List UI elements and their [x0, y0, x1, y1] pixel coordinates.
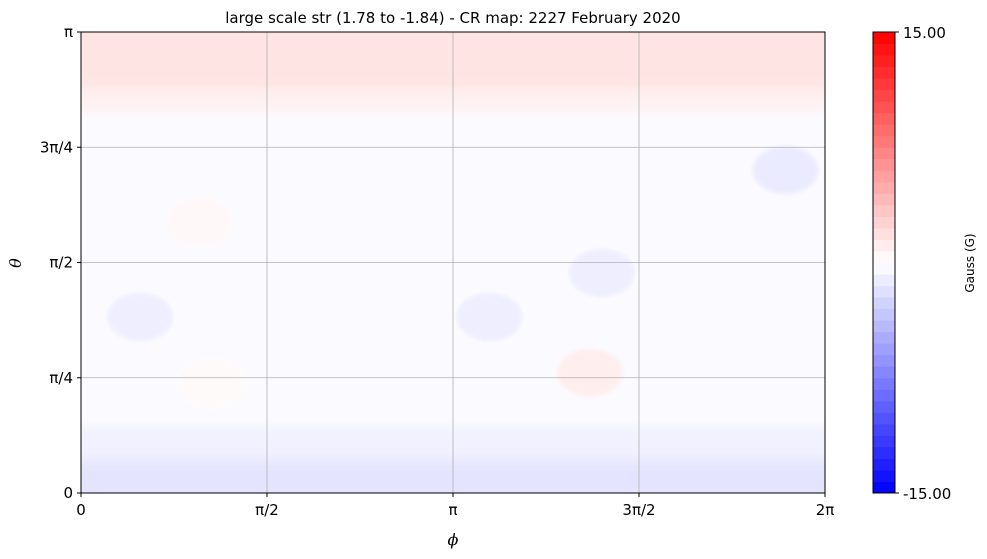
colorbar-level-16	[873, 297, 895, 310]
heatmap-blob-9	[166, 197, 233, 246]
colorbar-level-31	[873, 124, 895, 137]
colorbar-level-19	[873, 262, 895, 275]
heatmap-blob-7	[752, 146, 819, 195]
x-tick-label-4: 2π	[816, 501, 835, 519]
colorbar-level-1	[873, 469, 895, 482]
heatmap-blob-4	[107, 292, 174, 341]
colorbar-level-23	[873, 216, 895, 229]
y-tick-label-2: π/2	[49, 254, 73, 272]
colorbar-level-38	[873, 43, 895, 56]
colorbar: 15.00 -15.00 Gauss (G)	[872, 24, 977, 503]
heatmap-blob-6	[569, 248, 636, 297]
colorbar-level-15	[873, 308, 895, 321]
colorbar-level-3	[873, 446, 895, 459]
colorbar-steps	[873, 32, 895, 494]
colorbar-level-24	[873, 204, 895, 217]
y-axis-label: θ	[6, 258, 25, 268]
colorbar-frame	[872, 31, 896, 494]
x-tick-label-2: π	[448, 501, 457, 519]
colorbar-level-32	[873, 112, 895, 125]
heatmap-blob-8	[557, 348, 624, 397]
colorbar-level-36	[873, 66, 895, 79]
colorbar-level-20	[873, 250, 895, 263]
colorbar-level-26	[873, 181, 895, 194]
colorbar-level-17	[873, 285, 895, 298]
colorbar-level-14	[873, 320, 895, 333]
heatmap-blob-10	[178, 358, 245, 407]
x-tick-label-1: π/2	[255, 501, 279, 519]
colorbar-level-4	[873, 435, 895, 448]
colorbar-level-11	[873, 354, 895, 367]
colorbar-level-10	[873, 366, 895, 379]
colorbar-level-6	[873, 412, 895, 425]
colorbar-level-0	[873, 481, 895, 494]
colorbar-level-39	[873, 32, 895, 45]
colorbar-label: Gauss (G)	[963, 233, 977, 292]
x-tick-label-3: 3π/2	[622, 501, 655, 519]
x-axis: 0 π/2 π 3π/2 2π	[76, 493, 834, 519]
colorbar-min-label: -15.00	[903, 485, 951, 503]
colorbar-level-7	[873, 400, 895, 413]
colorbar-max-label: 15.00	[903, 24, 946, 42]
colorbar-level-34	[873, 89, 895, 102]
colorbar-level-22	[873, 227, 895, 240]
colorbar-level-25	[873, 193, 895, 206]
colorbar-level-29	[873, 147, 895, 160]
colorbar-level-33	[873, 101, 895, 114]
colorbar-level-13	[873, 331, 895, 344]
x-axis-label: ϕ	[448, 530, 459, 549]
chart-title: large scale str (1.78 to -1.84) - CR map…	[225, 9, 680, 27]
y-tick-label-0: 0	[63, 484, 73, 502]
colorbar-level-21	[873, 239, 895, 252]
colorbar-level-37	[873, 55, 895, 68]
x-tick-label-0: 0	[76, 501, 86, 519]
colorbar-level-2	[873, 458, 895, 471]
plot-area: 0 π/2 π 3π/2 2π 0 π/4 π/2 3π/4 π	[40, 23, 834, 519]
colorbar-level-9	[873, 377, 895, 390]
colorbar-level-8	[873, 389, 895, 402]
y-tick-label-4: π	[64, 23, 73, 41]
colorbar-level-28	[873, 158, 895, 171]
colorbar-level-35	[873, 78, 895, 91]
colorbar-level-12	[873, 343, 895, 356]
y-tick-label-3: 3π/4	[40, 138, 73, 156]
colorbar-level-27	[873, 170, 895, 183]
y-tick-label-1: π/4	[49, 369, 73, 387]
y-axis: 0 π/4 π/2 3π/4 π	[40, 23, 81, 502]
colorbar-level-5	[873, 423, 895, 436]
heatmap-blob-5	[456, 292, 523, 341]
colorbar-level-18	[873, 274, 895, 287]
colorbar-level-30	[873, 135, 895, 148]
